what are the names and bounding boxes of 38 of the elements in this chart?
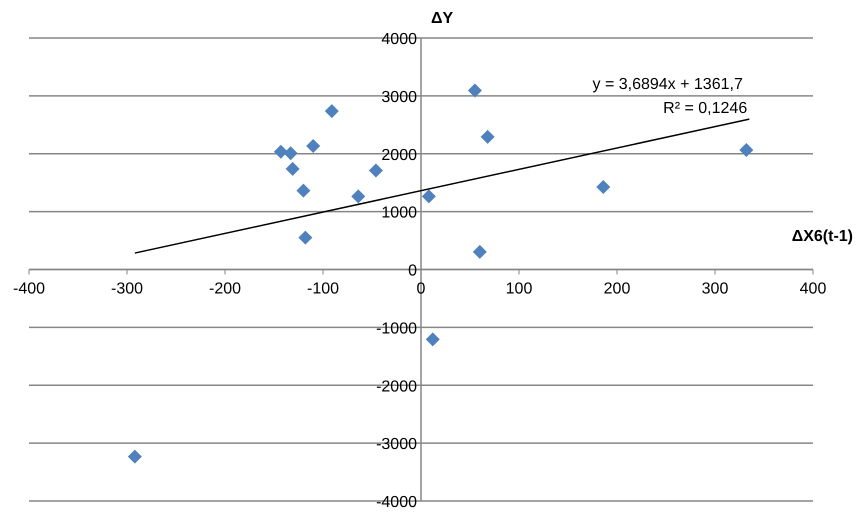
point bbox=[472, 244, 487, 259]
y-tick-label: 3000 bbox=[381, 88, 418, 106]
x-tick-label: -100 bbox=[306, 280, 340, 298]
y-tick-label: 4000 bbox=[381, 31, 418, 48]
point bbox=[480, 130, 495, 144]
point bbox=[306, 139, 320, 154]
y-tick-label: -3000 bbox=[376, 436, 418, 454]
y-axis-title: ΔY bbox=[431, 10, 454, 28]
x-axis-title: ΔX6(t-1) bbox=[792, 228, 853, 246]
annotation: R² = 0,1246 bbox=[662, 100, 748, 118]
point bbox=[128, 450, 142, 464]
annotation: y = 3,6894x + 1361,7 bbox=[592, 76, 744, 94]
x-tick-label: 400 bbox=[800, 280, 826, 298]
y-tick-label: -4000 bbox=[376, 494, 418, 511]
point bbox=[296, 184, 310, 198]
point bbox=[368, 164, 383, 178]
point bbox=[298, 230, 312, 245]
point bbox=[596, 180, 610, 194]
y-tick-label: -2000 bbox=[376, 378, 418, 396]
x-tick-label: -200 bbox=[208, 280, 242, 298]
point bbox=[284, 146, 298, 160]
x-tick-label: -300 bbox=[110, 280, 144, 298]
y-tick-label: 0 bbox=[408, 262, 418, 280]
point bbox=[274, 144, 288, 159]
point bbox=[351, 189, 366, 204]
point bbox=[324, 104, 339, 118]
point bbox=[286, 162, 300, 176]
x-tick-label: -400 bbox=[12, 280, 46, 298]
x-tick-label: 100 bbox=[506, 280, 532, 298]
y-tick-label: 2000 bbox=[381, 146, 418, 164]
y-tick-label: -1000 bbox=[376, 320, 418, 338]
point bbox=[468, 84, 482, 98]
point bbox=[426, 332, 440, 346]
y-tick-label: 1000 bbox=[381, 204, 418, 222]
x-tick-label: 200 bbox=[604, 280, 630, 298]
point bbox=[422, 189, 436, 204]
point bbox=[739, 143, 754, 158]
x-tick-label: 300 bbox=[702, 280, 728, 298]
